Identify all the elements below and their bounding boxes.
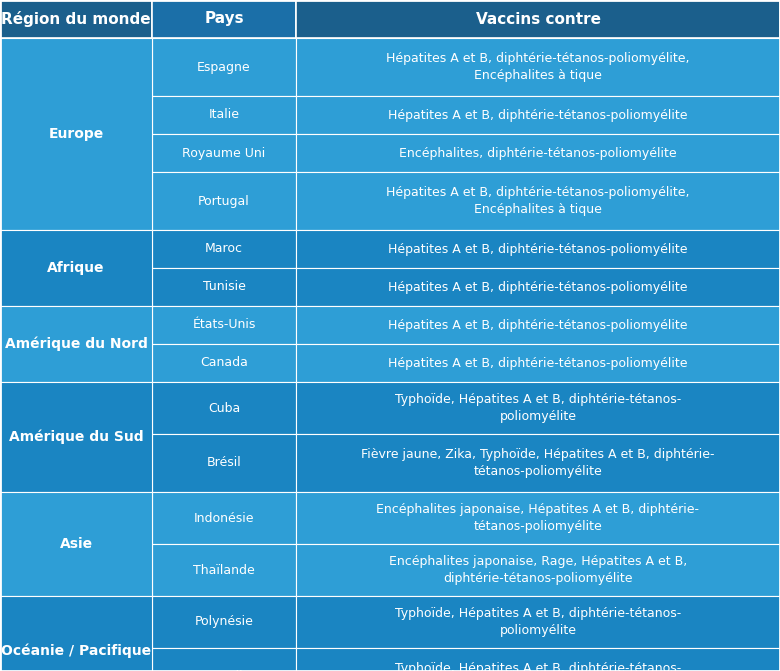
Bar <box>296 0 780 38</box>
Bar <box>296 434 780 492</box>
Text: Tunisie: Tunisie <box>203 280 246 293</box>
Text: Maroc: Maroc <box>205 242 243 256</box>
Bar <box>152 96 296 134</box>
Text: Hépatites A et B, diphtérie-tétanos-poliomyélite: Hépatites A et B, diphtérie-tétanos-poli… <box>388 109 688 121</box>
Text: Polynésie: Polynésie <box>194 615 254 629</box>
Text: Canada: Canada <box>200 356 248 370</box>
Bar <box>296 382 780 434</box>
Bar <box>296 134 780 172</box>
Bar <box>152 492 296 544</box>
Text: Portugal: Portugal <box>198 195 250 207</box>
Bar <box>152 306 296 344</box>
Text: Indonésie: Indonésie <box>193 511 254 525</box>
Bar <box>296 544 780 596</box>
Bar <box>296 648 780 671</box>
Bar <box>0 596 152 671</box>
Text: Afrique: Afrique <box>48 261 105 275</box>
Text: Pays: Pays <box>204 11 244 26</box>
Bar <box>296 38 780 96</box>
Bar <box>152 172 296 230</box>
Text: Région du monde: Région du monde <box>2 11 151 27</box>
Text: Europe: Europe <box>48 127 104 141</box>
Bar <box>296 96 780 134</box>
Bar <box>296 492 780 544</box>
Text: Encéphalites japonaise, Rage, Hépatites A et B,
diphtérie-tétanos-poliomyélite: Encéphalites japonaise, Rage, Hépatites … <box>389 555 687 584</box>
Text: Amérique du Sud: Amérique du Sud <box>9 429 144 444</box>
Text: Brésil: Brésil <box>207 456 241 470</box>
Bar <box>152 134 296 172</box>
Bar <box>0 230 152 306</box>
Text: Hépatites A et B, diphtérie-tétanos-poliomyélite: Hépatites A et B, diphtérie-tétanos-poli… <box>388 280 688 293</box>
Text: Royaume Uni: Royaume Uni <box>183 146 266 160</box>
Text: Typhoïde, Hépatites A et B, diphtérie-tétanos-
poliomyélite: Typhoïde, Hépatites A et B, diphtérie-té… <box>395 393 681 423</box>
Text: Cuba: Cuba <box>208 401 240 415</box>
Text: Encéphalites, diphtérie-tétanos-poliomyélite: Encéphalites, diphtérie-tétanos-poliomyé… <box>399 146 677 160</box>
Text: Encéphalites japonaise, Hépatites A et B, diphtérie-
tétanos-poliomyélite: Encéphalites japonaise, Hépatites A et B… <box>377 503 700 533</box>
Bar <box>152 544 296 596</box>
Bar <box>152 38 296 96</box>
Text: Vaccins contre: Vaccins contre <box>476 11 601 26</box>
Bar <box>296 596 780 648</box>
Bar <box>152 344 296 382</box>
Bar <box>0 0 152 38</box>
Bar <box>152 230 296 268</box>
Bar <box>296 230 780 268</box>
Bar <box>152 268 296 306</box>
Text: Hépatites A et B, diphtérie-tétanos-poliomyélite,
Encéphalites à tique: Hépatites A et B, diphtérie-tétanos-poli… <box>386 52 690 82</box>
Bar <box>152 434 296 492</box>
Bar <box>152 0 296 38</box>
Text: Typhoïde, Hépatites A et B, diphtérie-tétanos-
poliomyélite: Typhoïde, Hépatites A et B, diphtérie-té… <box>395 607 681 637</box>
Text: Hépatites A et B, diphtérie-tétanos-poliomyélite: Hépatites A et B, diphtérie-tétanos-poli… <box>388 319 688 331</box>
Bar <box>152 596 296 648</box>
Text: Italie: Italie <box>208 109 239 121</box>
Bar <box>152 648 296 671</box>
Text: Espagne: Espagne <box>197 60 251 74</box>
Text: Hépatites A et B, diphtérie-tétanos-poliomyélite,
Encéphalites à tique: Hépatites A et B, diphtérie-tétanos-poli… <box>386 187 690 216</box>
Text: Hépatites A et B, diphtérie-tétanos-poliomyélite: Hépatites A et B, diphtérie-tétanos-poli… <box>388 242 688 256</box>
Text: Amérique du Nord: Amérique du Nord <box>5 337 147 351</box>
Text: États-Unis: États-Unis <box>193 319 256 331</box>
Bar <box>0 492 152 596</box>
Text: Typhoïde, Hépatites A et B, diphtérie-tétanos-
poliomyélite, Encéphalites japona: Typhoïde, Hépatites A et B, diphtérie-té… <box>395 662 681 671</box>
Text: Thaïlande: Thaïlande <box>193 564 255 576</box>
Bar <box>0 382 152 492</box>
Text: Fièvre jaune, Zika, Typhoïde, Hépatites A et B, diphtérie-
tétanos-poliomyélite: Fièvre jaune, Zika, Typhoïde, Hépatites … <box>361 448 714 478</box>
Text: Océanie / Pacifique: Océanie / Pacifique <box>1 643 151 658</box>
Bar <box>296 344 780 382</box>
Bar <box>296 306 780 344</box>
Bar <box>296 268 780 306</box>
Bar <box>0 38 152 230</box>
Bar <box>0 306 152 382</box>
Text: Asie: Asie <box>59 537 93 551</box>
Bar <box>296 172 780 230</box>
Bar <box>152 382 296 434</box>
Text: Hépatites A et B, diphtérie-tétanos-poliomyélite: Hépatites A et B, diphtérie-tétanos-poli… <box>388 356 688 370</box>
